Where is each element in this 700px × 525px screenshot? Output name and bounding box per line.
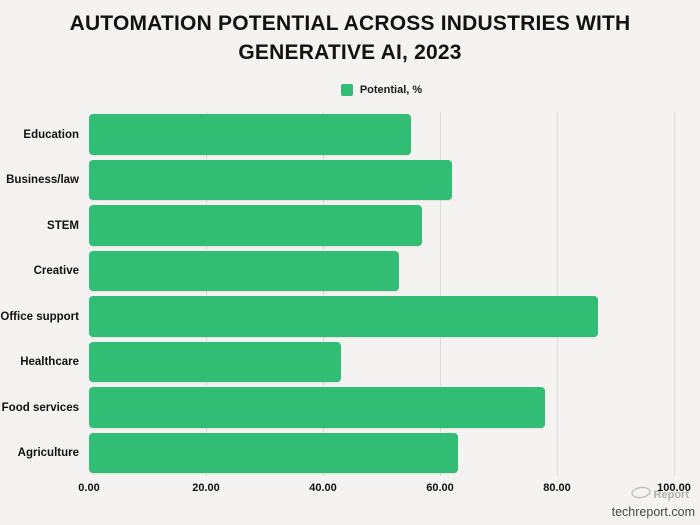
watermark-logo-text: Report: [653, 489, 689, 502]
watermark-site-text: techreport.com: [611, 504, 695, 519]
gridline: [674, 112, 675, 476]
category-label: Office support: [0, 310, 79, 323]
gridline: [557, 112, 558, 476]
x-tick-label: 80.00: [543, 482, 571, 494]
bar: [89, 296, 598, 337]
bar-row: Creative: [0, 249, 674, 295]
bar: [89, 341, 341, 382]
bar-row: Healthcare: [0, 340, 674, 386]
bar-track: [89, 249, 674, 295]
plot-area: Education Business/law STEM Creative Office …: [0, 112, 691, 494]
bar: [89, 250, 400, 291]
bar: [89, 159, 452, 200]
legend-swatch-icon: [340, 84, 353, 96]
chart-title: AUTOMATION POTENTIAL ACROSS INDUSTRIES W…: [69, 12, 631, 64]
bar-track: [89, 294, 674, 340]
bar-row: Office support: [0, 294, 674, 340]
legend: Potential, %: [89, 84, 674, 96]
bar-track: [89, 340, 674, 386]
bar-row: Business/law: [0, 158, 674, 204]
watermark: Report techreport.com: [612, 486, 695, 519]
bar-row: Education: [0, 112, 674, 158]
bar: [89, 387, 546, 428]
x-tick-label: 20.00: [192, 482, 220, 494]
bar-track: [89, 385, 674, 431]
grid-layer: [89, 112, 675, 476]
x-axis: 0.00 20.00 40.00 60.00 80.00 100.00: [78, 482, 691, 498]
bar-row: Food services: [0, 385, 674, 431]
x-tick-label: 0.00: [78, 482, 100, 494]
watermark-logo-row: Report: [612, 486, 689, 504]
category-label: STEM: [47, 219, 79, 232]
bar-row: STEM: [0, 203, 674, 249]
x-tick-label: 100.00: [657, 482, 691, 494]
category-label: Food services: [1, 401, 79, 414]
bar: [89, 432, 458, 473]
bar-track: [89, 431, 674, 477]
bar: [89, 205, 423, 246]
category-label: Healthcare: [20, 356, 79, 369]
bar-rows: Education Business/law STEM Creative Office …: [0, 112, 674, 476]
legend-label: Potential, %: [359, 84, 423, 96]
category-label: Agriculture: [17, 447, 79, 460]
category-label: Creative: [33, 265, 79, 278]
bar: [89, 114, 411, 155]
bar-row: Agriculture: [0, 431, 674, 477]
gridline: [206, 112, 207, 476]
bar-track: [89, 112, 674, 158]
gridline: [440, 112, 441, 476]
category-label: Business/law: [6, 174, 79, 187]
bar-track: [89, 158, 674, 204]
techreport-logo-icon: [630, 486, 651, 504]
bar-track: [89, 203, 674, 249]
x-tick-label: 40.00: [309, 482, 337, 494]
gridline: [323, 112, 324, 476]
x-tick-label: 60.00: [426, 482, 454, 494]
category-label: Education: [23, 128, 79, 141]
